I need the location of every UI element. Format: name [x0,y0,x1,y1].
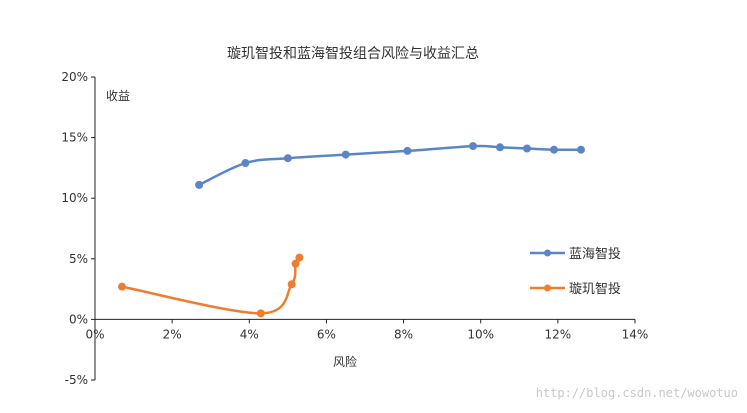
data-point [195,180,204,189]
series-layer [118,142,585,318]
y-tick-label: 0% [69,312,88,326]
y-axis-label: 收益 [106,89,130,103]
legend-swatch-marker [544,284,551,292]
data-point [523,144,531,153]
series-1 [195,142,585,189]
x-axis-label: 风险 [333,354,357,369]
data-point [496,143,504,152]
chart-title: 璇玑智投和蓝海智投组合风险与收益汇总 [227,46,479,62]
series-2 [118,253,304,318]
legend-swatch-marker [544,249,551,257]
data-point [291,259,300,268]
x-tick-label: 4% [240,327,259,341]
data-point [403,146,412,155]
series-line [120,256,301,315]
x-tick-label: 6% [317,327,336,341]
data-point [283,154,292,163]
y-tick-label: 10% [61,191,88,205]
data-point [256,309,265,318]
x-tick-label: 14% [622,327,649,341]
watermark: http://blog.csdn.net/wowotuo [536,386,738,400]
x-tick-label: 10% [467,327,494,341]
series-line [197,144,583,187]
data-point [341,150,350,159]
x-tick-label: 2% [163,327,182,341]
data-point [241,159,250,168]
data-point [118,282,126,291]
data-point [295,253,304,262]
x-tick-label: 8% [394,327,413,341]
axes: 20% 15% 10% 5% 0% -5% 0% 2% 4% 6% 8% 10% 12% 14% [61,70,648,387]
y-tick-label: 5% [69,252,88,266]
y-tick-label: -5% [65,373,88,387]
x-tick-label: 0% [85,327,104,341]
legend-label: 蓝海智投 [569,246,621,262]
legend-label: 璇玑智投 [569,281,621,297]
data-point [577,145,585,154]
y-tick-label: 20% [61,70,88,84]
y-tick-label: 15% [61,131,88,145]
data-point [469,142,477,151]
data-point [550,145,558,154]
data-point [287,280,296,289]
x-tick-label: 12% [545,327,572,341]
